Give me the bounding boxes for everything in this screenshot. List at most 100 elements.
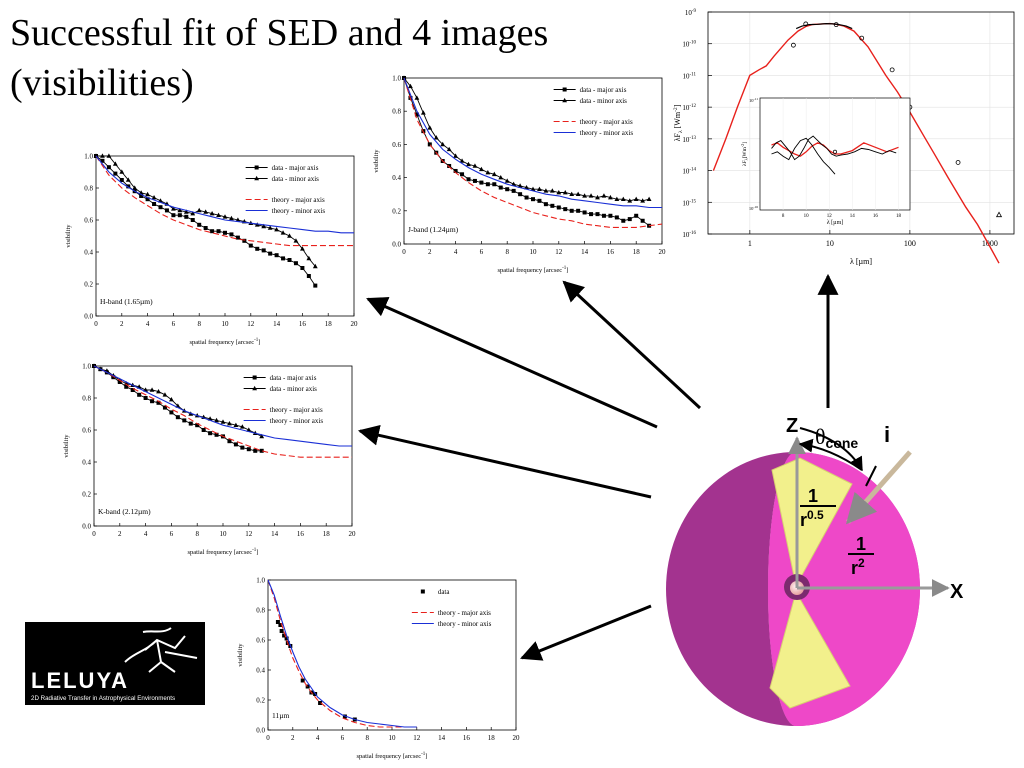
x-axis-label-close: ] bbox=[256, 549, 258, 556]
x-axis-label-exp: -1 bbox=[421, 752, 426, 757]
y-tick-label: 1.0 bbox=[82, 363, 91, 371]
data-point bbox=[620, 196, 626, 201]
data-point bbox=[408, 83, 413, 89]
data-point bbox=[253, 448, 258, 453]
x-axis-label-exp: -1 bbox=[252, 548, 257, 553]
logo-subtitle: 2D Radiative Transfer in Astrophysical E… bbox=[31, 695, 175, 702]
x-tick-label: 10 bbox=[826, 239, 834, 248]
data-point bbox=[235, 217, 241, 222]
photometry-point bbox=[803, 21, 809, 27]
data-point bbox=[427, 125, 433, 130]
x-tick-label: 2 bbox=[120, 320, 124, 328]
x-tick-label: 100 bbox=[904, 239, 916, 248]
title-line-1: Successful fit of SED and 4 images bbox=[10, 12, 549, 54]
data-point bbox=[549, 188, 555, 193]
y-tick-label: 10-12 bbox=[682, 104, 696, 112]
arrow-to-kband bbox=[357, 424, 652, 499]
data-point bbox=[621, 218, 626, 223]
z-axis-label: Z bbox=[786, 415, 798, 437]
legend-label: theory - minor axis bbox=[272, 207, 326, 215]
inset-y-top-exp: -11 bbox=[753, 97, 758, 101]
data-point bbox=[268, 251, 273, 256]
data-point bbox=[524, 184, 529, 190]
legend-label: theory - major axis bbox=[272, 196, 325, 204]
plot-frame bbox=[707, 11, 1015, 235]
outer-density-den: r2 bbox=[851, 556, 865, 578]
data-point bbox=[287, 258, 292, 262]
y-tick-label: 10-11 bbox=[683, 72, 697, 80]
y-tick-label: 10-15 bbox=[682, 199, 696, 207]
data-point bbox=[414, 95, 420, 100]
x-tick-label: 0 bbox=[92, 530, 96, 538]
data-point bbox=[162, 392, 168, 397]
data-point bbox=[100, 153, 105, 158]
y-tick-label: 0.0 bbox=[392, 241, 401, 249]
data-point bbox=[479, 180, 484, 185]
inset-x-tick-label: 10 bbox=[804, 214, 810, 219]
data-point bbox=[223, 230, 227, 235]
data-point bbox=[472, 178, 477, 183]
x-tick-label: 14 bbox=[273, 320, 281, 328]
data-point bbox=[305, 684, 310, 689]
data-point bbox=[143, 396, 148, 400]
data-point bbox=[119, 169, 125, 174]
legend-label: data - major axis bbox=[272, 164, 319, 172]
inner-density-den: r0.5 bbox=[800, 508, 824, 530]
legend-marker bbox=[562, 97, 568, 103]
data-point bbox=[242, 238, 247, 243]
inset-y-axis-label-close: ] bbox=[742, 142, 748, 144]
data-point bbox=[125, 177, 131, 182]
data-point bbox=[171, 206, 176, 211]
y-tick-label: 1.0 bbox=[84, 153, 93, 161]
inset-x-axis-label: λ [µm] bbox=[827, 220, 844, 226]
data-point bbox=[261, 223, 267, 229]
x-tick-label: 0 bbox=[402, 248, 406, 256]
inclination-label: i bbox=[884, 422, 890, 447]
data-point bbox=[300, 678, 305, 683]
photometry-point bbox=[889, 67, 895, 73]
data-point bbox=[306, 274, 311, 278]
data-point bbox=[278, 623, 283, 627]
y-tick-label: 0.4 bbox=[256, 667, 265, 675]
data-point bbox=[261, 248, 266, 253]
x-tick-label: 2 bbox=[118, 530, 122, 538]
y-axis-label-sub: λ bbox=[678, 130, 684, 133]
band-label: J-band (1.24µm) bbox=[408, 225, 459, 234]
y-tick-label: 10-9 bbox=[685, 9, 697, 17]
inset-y-axis-label-unit: [Wm bbox=[742, 146, 748, 158]
data-point bbox=[576, 208, 581, 213]
data-point bbox=[485, 170, 491, 175]
x-tick-label: 18 bbox=[488, 734, 496, 742]
series-line bbox=[403, 77, 662, 209]
y-axis-label: visibility bbox=[373, 149, 380, 173]
inset-x-tick-label: 18 bbox=[896, 214, 902, 219]
data-point bbox=[216, 229, 221, 234]
legend-label: theory - minor axis bbox=[580, 129, 634, 137]
arrow-to-jband bbox=[562, 280, 702, 410]
outer-density-exp: 2 bbox=[858, 556, 865, 570]
inner-density-exp: 0.5 bbox=[807, 508, 824, 522]
data-point bbox=[518, 192, 523, 197]
data-point bbox=[300, 266, 305, 270]
x-tick-label: 1000 bbox=[982, 239, 998, 248]
legend-label: theory - minor axis bbox=[438, 620, 492, 628]
y-axis-label: visibility bbox=[65, 224, 72, 248]
data-point bbox=[433, 135, 439, 140]
photometry-point bbox=[790, 42, 796, 48]
x-tick-label: 0 bbox=[94, 320, 98, 328]
observed-spectrum bbox=[795, 22, 853, 30]
inner-density-r: r bbox=[800, 510, 807, 530]
data-point bbox=[149, 387, 155, 392]
theta-subscript: cone bbox=[826, 435, 859, 451]
x-tick-label: 8 bbox=[505, 248, 509, 256]
x-tick-label: 8 bbox=[195, 530, 199, 538]
arrow-to-11um bbox=[520, 604, 652, 661]
legend-label: data bbox=[438, 588, 451, 596]
y-tick-exp: -14 bbox=[689, 168, 696, 173]
data-point bbox=[175, 415, 180, 420]
data-point bbox=[420, 110, 426, 115]
data-point bbox=[627, 198, 633, 203]
x-tick-label: 0 bbox=[266, 734, 270, 742]
photometry-point bbox=[955, 160, 961, 165]
data-point bbox=[195, 423, 200, 428]
